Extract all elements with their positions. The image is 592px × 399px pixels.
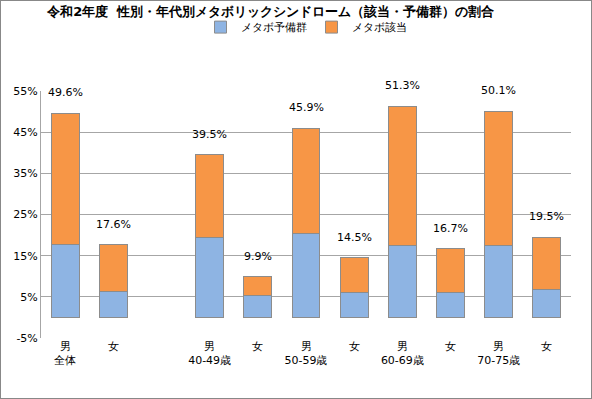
svg-text:51.3%: 51.3% bbox=[385, 79, 420, 92]
svg-text:45.9%: 45.9% bbox=[289, 101, 324, 114]
svg-text:9.9%: 9.9% bbox=[244, 250, 272, 263]
svg-text:55%: 55% bbox=[13, 85, 37, 98]
svg-text:女: 女 bbox=[445, 340, 456, 353]
svg-text:女: 女 bbox=[349, 340, 360, 353]
svg-text:16.7%: 16.7% bbox=[433, 222, 468, 235]
svg-text:39.5%: 39.5% bbox=[192, 128, 227, 141]
svg-text:男60-69歳: 男60-69歳 bbox=[381, 340, 424, 367]
svg-text:男全体: 男全体 bbox=[54, 340, 76, 367]
svg-text:男70-75歳: 男70-75歳 bbox=[477, 340, 520, 367]
svg-text:女: 女 bbox=[541, 340, 552, 353]
svg-text:男40-49歳: 男40-49歳 bbox=[188, 340, 231, 367]
svg-text:15%: 15% bbox=[13, 250, 37, 263]
svg-text:45%: 45% bbox=[13, 126, 37, 139]
svg-text:17.6%: 17.6% bbox=[96, 218, 131, 231]
svg-text:女: 女 bbox=[252, 340, 263, 353]
svg-text:令和2年度 性別・年代別メタボリックシンドローム（該当・予: 令和2年度 性別・年代別メタボリックシンドローム（該当・予備群）の割合 bbox=[46, 4, 494, 19]
svg-text:35%: 35% bbox=[13, 167, 37, 180]
svg-text:メタボ該当: メタボ該当 bbox=[352, 21, 407, 34]
svg-text:メタボ予備群: メタボ予備群 bbox=[241, 21, 307, 34]
svg-text:女: 女 bbox=[108, 340, 119, 353]
svg-text:男50-59歳: 男50-59歳 bbox=[285, 340, 328, 367]
svg-text:49.6%: 49.6% bbox=[48, 86, 83, 99]
svg-text:14.5%: 14.5% bbox=[337, 231, 372, 244]
svg-text:-5%: -5% bbox=[16, 332, 37, 345]
svg-text:25%: 25% bbox=[13, 208, 37, 221]
svg-text:19.5%: 19.5% bbox=[529, 210, 564, 223]
svg-text:5%: 5% bbox=[20, 291, 37, 304]
svg-text:50.1%: 50.1% bbox=[481, 84, 516, 97]
